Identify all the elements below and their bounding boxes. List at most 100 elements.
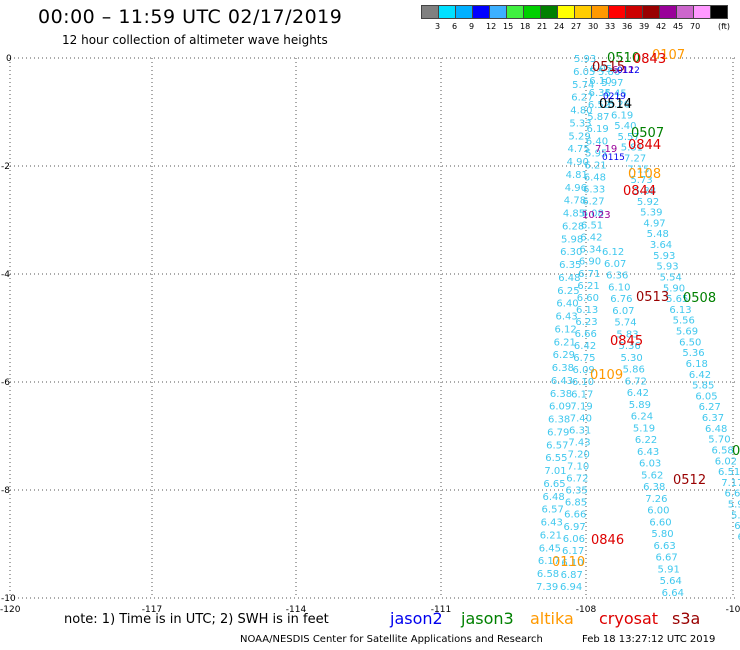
wave-height-value: 6.12 xyxy=(602,247,624,258)
wave-height-value: 7.19 xyxy=(570,401,592,412)
wave-height-value: 6.10 xyxy=(608,282,630,293)
wave-height-value: 6.35 xyxy=(559,260,581,271)
colorbar-label: 6 xyxy=(452,22,458,31)
wave-height-value: 6.17 xyxy=(571,389,593,400)
x-axis-tick-label: -114 xyxy=(286,605,307,615)
wave-height-value: 5.74 xyxy=(614,318,636,329)
colorbar-label: 45 xyxy=(673,22,684,31)
colorbar-label: 18 xyxy=(520,22,531,31)
wave-height-value: 6.66 xyxy=(564,510,586,521)
wave-height-value: 6.40 xyxy=(556,299,578,310)
wave-height-value: 6.18 xyxy=(686,359,708,370)
satellite-pass-time-label: 0512 xyxy=(673,473,706,488)
satellite-pass-time-label: 0112 xyxy=(617,66,640,76)
wave-height-value: 6.34 xyxy=(580,245,602,256)
x-axis-tick-label: -111 xyxy=(431,605,451,615)
wave-height-value: 6.60 xyxy=(649,517,671,528)
wave-height-value: 6.21 xyxy=(577,281,599,292)
x-axis-tick-label: -108 xyxy=(576,605,597,615)
legend-jason2: jason2 xyxy=(390,609,443,628)
satellite-pass-time-label: 0843 xyxy=(633,52,666,67)
wave-height-value: 6.37 xyxy=(702,413,724,424)
wave-height-value: 6.17 xyxy=(538,556,560,567)
wave-height-value: 6.09 xyxy=(573,365,595,376)
satellite-pass-time-label: 0115 xyxy=(602,153,625,163)
wave-height-value: 6.42 xyxy=(689,370,711,381)
wave-height-value: 6.87 xyxy=(561,570,583,581)
wave-height-value: 6.35 xyxy=(566,486,588,497)
wave-height-value: 5.48 xyxy=(647,229,669,240)
wave-height-value: 7.10 xyxy=(567,462,589,473)
legend-jason3: jason3 xyxy=(461,609,514,628)
wave-height-value: 7.17 xyxy=(721,478,740,489)
colorbar-labels: 3 6 9 12 15 18 21 24 27 30 33 36 39 42 45 70 xyxy=(421,22,740,36)
wave-height-value: 6.72 xyxy=(566,474,588,485)
wave-height-value: 4.75 xyxy=(568,144,590,155)
wave-height-value: 6.29 xyxy=(553,350,575,361)
wave-height-value: 6.08 xyxy=(582,209,604,220)
wave-height-value: 6.30 xyxy=(560,247,582,258)
colorbar-label: 39 xyxy=(639,22,650,31)
wave-height-value: 5.88 xyxy=(634,186,656,197)
satellite-pass-time-label: 0515 xyxy=(592,60,625,75)
wave-height-value: 3.64 xyxy=(650,240,672,251)
wave-height-value: 6.27 xyxy=(571,93,593,104)
wave-height-value: 6.66 xyxy=(575,329,597,340)
wave-height-value: 7.40 xyxy=(570,413,592,424)
satellite-pass-time-label: 0844 xyxy=(628,138,661,153)
satellite-pass-time-label: 0108 xyxy=(628,167,661,182)
wave-height-value: 6.17 xyxy=(562,546,584,557)
wave-height-value: 5.86 xyxy=(623,365,645,376)
wave-height-value: 5.33 xyxy=(569,118,591,129)
wave-height-value: 6.52 xyxy=(588,100,610,111)
wave-height-value: 4.80 xyxy=(570,106,592,117)
wave-height-value: 10.23 xyxy=(582,210,611,221)
wave-height-value: 5.73 xyxy=(630,175,652,186)
wave-height-value: 6.27 xyxy=(582,197,604,208)
colorbar-label: 42 xyxy=(656,22,667,31)
legend-altika: altika xyxy=(530,609,574,628)
legend-cryosat: cryosat xyxy=(599,609,659,628)
wave-height-value: 5.64 xyxy=(660,576,682,587)
y-axis-tick-label: 0 xyxy=(6,54,12,64)
colorbar-label: 3 xyxy=(435,22,441,31)
wave-height-value: 5.74 xyxy=(572,80,594,91)
wave-height-value: 6.10 xyxy=(572,377,594,388)
wave-height-value: 6.06 xyxy=(738,532,740,543)
colorbar-label: 33 xyxy=(605,22,616,31)
wave-height-value: 6.65 xyxy=(543,479,565,490)
wave-height-value: 6.42 xyxy=(627,388,649,399)
wave-height-value: 7.26 xyxy=(645,494,667,505)
wave-height-value: 6.10 xyxy=(561,558,583,569)
colorbar-label: 36 xyxy=(622,22,633,31)
map-subtitle: 12 hour collection of altimeter wave hei… xyxy=(62,33,328,47)
satellite-pass-time-label: 0508 xyxy=(683,291,716,306)
wave-height-value: 7.19 xyxy=(595,144,617,155)
wave-height-value: 5.65 xyxy=(666,294,688,305)
satellite-pass-time-label: 0510 xyxy=(607,51,640,66)
wave-height-value: 6.36 xyxy=(606,271,628,282)
colorbar-label: 15 xyxy=(503,22,514,31)
satellite-pass-time-label: 0514 xyxy=(599,97,632,112)
legend-s3a: s3a xyxy=(672,609,701,628)
wave-height-value: 6.43 xyxy=(555,312,577,323)
wave-height-value: 6.28 xyxy=(562,221,584,232)
satellite-pass-time-label: 0109 xyxy=(590,368,623,383)
colorbar-label: 9 xyxy=(469,22,475,31)
wave-height-value: 5.81 xyxy=(621,143,643,154)
wave-height-value: 6.57 xyxy=(542,505,564,516)
wave-height-value: 6.33 xyxy=(583,184,605,195)
wave-height-value: 5.36 xyxy=(682,348,704,359)
satellite-pass-time-label: 0110 xyxy=(552,555,585,570)
x-axis-tick-label: -10 xyxy=(726,605,740,615)
note-text: note: 1) Time is in UTC; 2) SWH is in fe… xyxy=(64,612,329,627)
map-title: 00:00 – 11:59 UTC 02/17/2019 xyxy=(38,6,343,28)
wave-height-value: 6.63 xyxy=(725,489,740,500)
wave-height-value: 5.93 xyxy=(574,54,596,65)
wave-height-value: 5.36 xyxy=(618,341,640,352)
wave-height-value: 6.43 xyxy=(637,447,659,458)
wave-height-value: 6.72 xyxy=(625,376,647,387)
satellite-pass-time-label: 0845 xyxy=(610,334,643,349)
wave-height-value: 6.10 xyxy=(589,76,611,87)
wave-height-value: 6.38 xyxy=(550,389,572,400)
